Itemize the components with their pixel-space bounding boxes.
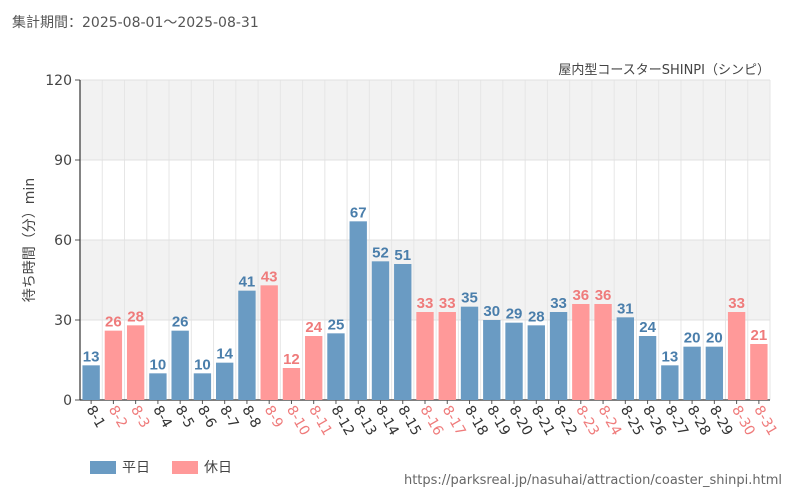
bar-8-16 bbox=[416, 312, 434, 400]
bar-8-17 bbox=[438, 312, 456, 400]
x-tick-label-8-6: 8-6 bbox=[194, 403, 219, 431]
value-label-8-23: 36 bbox=[572, 287, 589, 304]
period-text: 集計期間：2025-08-01～2025-08-31 bbox=[12, 15, 259, 31]
value-label-8-24: 36 bbox=[595, 287, 612, 304]
legend-swatch-weekday bbox=[90, 460, 116, 474]
plot-band bbox=[80, 240, 770, 320]
value-label-8-13: 67 bbox=[350, 204, 367, 221]
legend-swatch-holiday bbox=[172, 460, 198, 474]
bar-8-29 bbox=[705, 346, 724, 400]
bar-8-15 bbox=[394, 264, 412, 400]
value-label-8-9: 43 bbox=[261, 268, 278, 285]
x-tick-label-8-1: 8-1 bbox=[83, 403, 108, 431]
bar-8-31 bbox=[750, 344, 768, 400]
bar-8-23 bbox=[572, 304, 590, 400]
bar-8-1 bbox=[82, 365, 100, 400]
attraction-name: 屋内型コースターSHINPI（シンピ） bbox=[558, 63, 770, 78]
bar-8-14 bbox=[371, 261, 390, 400]
value-label-8-14: 52 bbox=[372, 244, 389, 261]
bar-8-9 bbox=[260, 285, 278, 400]
x-tick-label-8-3: 8-3 bbox=[127, 403, 152, 431]
bar-8-22 bbox=[549, 312, 568, 400]
bar-8-2 bbox=[104, 330, 123, 400]
value-label-8-15: 51 bbox=[394, 247, 411, 264]
value-label-8-2: 26 bbox=[105, 314, 122, 331]
bar-8-24 bbox=[594, 304, 612, 400]
value-label-8-6: 10 bbox=[194, 356, 211, 373]
legend: 平日 休日 bbox=[90, 457, 254, 477]
y-tick-label: 30 bbox=[54, 313, 72, 329]
value-label-8-18: 35 bbox=[461, 290, 478, 307]
value-label-8-4: 10 bbox=[150, 356, 167, 373]
bar-8-13 bbox=[349, 221, 367, 400]
y-tick-label: 0 bbox=[63, 393, 72, 409]
bar-8-5 bbox=[171, 330, 189, 400]
value-label-8-12: 25 bbox=[328, 316, 345, 333]
y-tick-label: 120 bbox=[45, 73, 72, 89]
value-label-8-16: 33 bbox=[417, 295, 434, 312]
plot-band bbox=[80, 160, 770, 240]
value-label-8-5: 26 bbox=[172, 314, 189, 331]
x-tick-label-8-2: 8-2 bbox=[105, 403, 130, 431]
value-label-8-22: 33 bbox=[550, 295, 567, 312]
bar-8-28 bbox=[683, 346, 701, 400]
plot-band bbox=[80, 80, 770, 160]
y-tick-label: 60 bbox=[54, 233, 72, 249]
bar-8-12 bbox=[327, 333, 345, 400]
y-tick-label: 90 bbox=[54, 153, 72, 169]
x-tick-label-8-4: 8-4 bbox=[149, 403, 174, 431]
source-url: https://parksreal.jp/nasuhai/attraction/… bbox=[403, 473, 782, 488]
legend-label-weekday: 平日 bbox=[122, 460, 150, 476]
legend-item-weekday: 平日 bbox=[90, 457, 150, 477]
value-label-8-31: 21 bbox=[751, 327, 768, 344]
bar-8-26 bbox=[638, 336, 657, 400]
bar-8-18 bbox=[460, 306, 479, 400]
bar-8-4 bbox=[149, 373, 167, 400]
value-label-8-1: 13 bbox=[83, 348, 100, 365]
legend-item-holiday: 休日 bbox=[172, 457, 232, 477]
value-label-8-8: 41 bbox=[239, 274, 256, 291]
bar-8-21 bbox=[527, 325, 545, 400]
bar-8-7 bbox=[215, 362, 234, 400]
value-label-8-20: 29 bbox=[506, 306, 523, 323]
value-label-8-30: 33 bbox=[728, 295, 745, 312]
x-tick-label-8-5: 8-5 bbox=[172, 403, 197, 431]
value-label-8-21: 28 bbox=[528, 308, 545, 325]
x-tick-label-8-8: 8-8 bbox=[238, 403, 263, 431]
value-label-8-19: 30 bbox=[483, 303, 500, 320]
bar-8-3 bbox=[126, 325, 145, 400]
value-label-8-27: 13 bbox=[661, 348, 678, 365]
value-label-8-29: 20 bbox=[706, 330, 723, 347]
x-tick-label-8-9: 8-9 bbox=[261, 403, 286, 431]
value-label-8-7: 14 bbox=[216, 346, 233, 363]
bar-8-11 bbox=[305, 336, 323, 400]
value-label-8-28: 20 bbox=[684, 330, 701, 347]
y-axis-title: 待ち時間（分）min bbox=[22, 178, 38, 302]
bar-8-27 bbox=[661, 365, 679, 400]
value-label-8-3: 28 bbox=[127, 308, 144, 325]
bar-8-8 bbox=[238, 290, 256, 400]
bar-8-20 bbox=[505, 322, 523, 400]
x-tick-label-8-7: 8-7 bbox=[216, 403, 241, 431]
value-label-8-26: 24 bbox=[639, 319, 656, 336]
value-label-8-11: 24 bbox=[305, 319, 322, 336]
bar-8-6 bbox=[193, 373, 212, 400]
bar-8-30 bbox=[727, 312, 746, 400]
bar-8-19 bbox=[483, 320, 501, 400]
x-tick-label-8-31: 8-31 bbox=[750, 403, 780, 439]
bar-8-25 bbox=[616, 317, 635, 400]
bar-8-10 bbox=[282, 368, 301, 400]
value-label-8-17: 33 bbox=[439, 295, 456, 312]
legend-label-holiday: 休日 bbox=[204, 460, 232, 476]
value-label-8-10: 12 bbox=[283, 351, 300, 368]
value-label-8-25: 31 bbox=[617, 300, 634, 317]
